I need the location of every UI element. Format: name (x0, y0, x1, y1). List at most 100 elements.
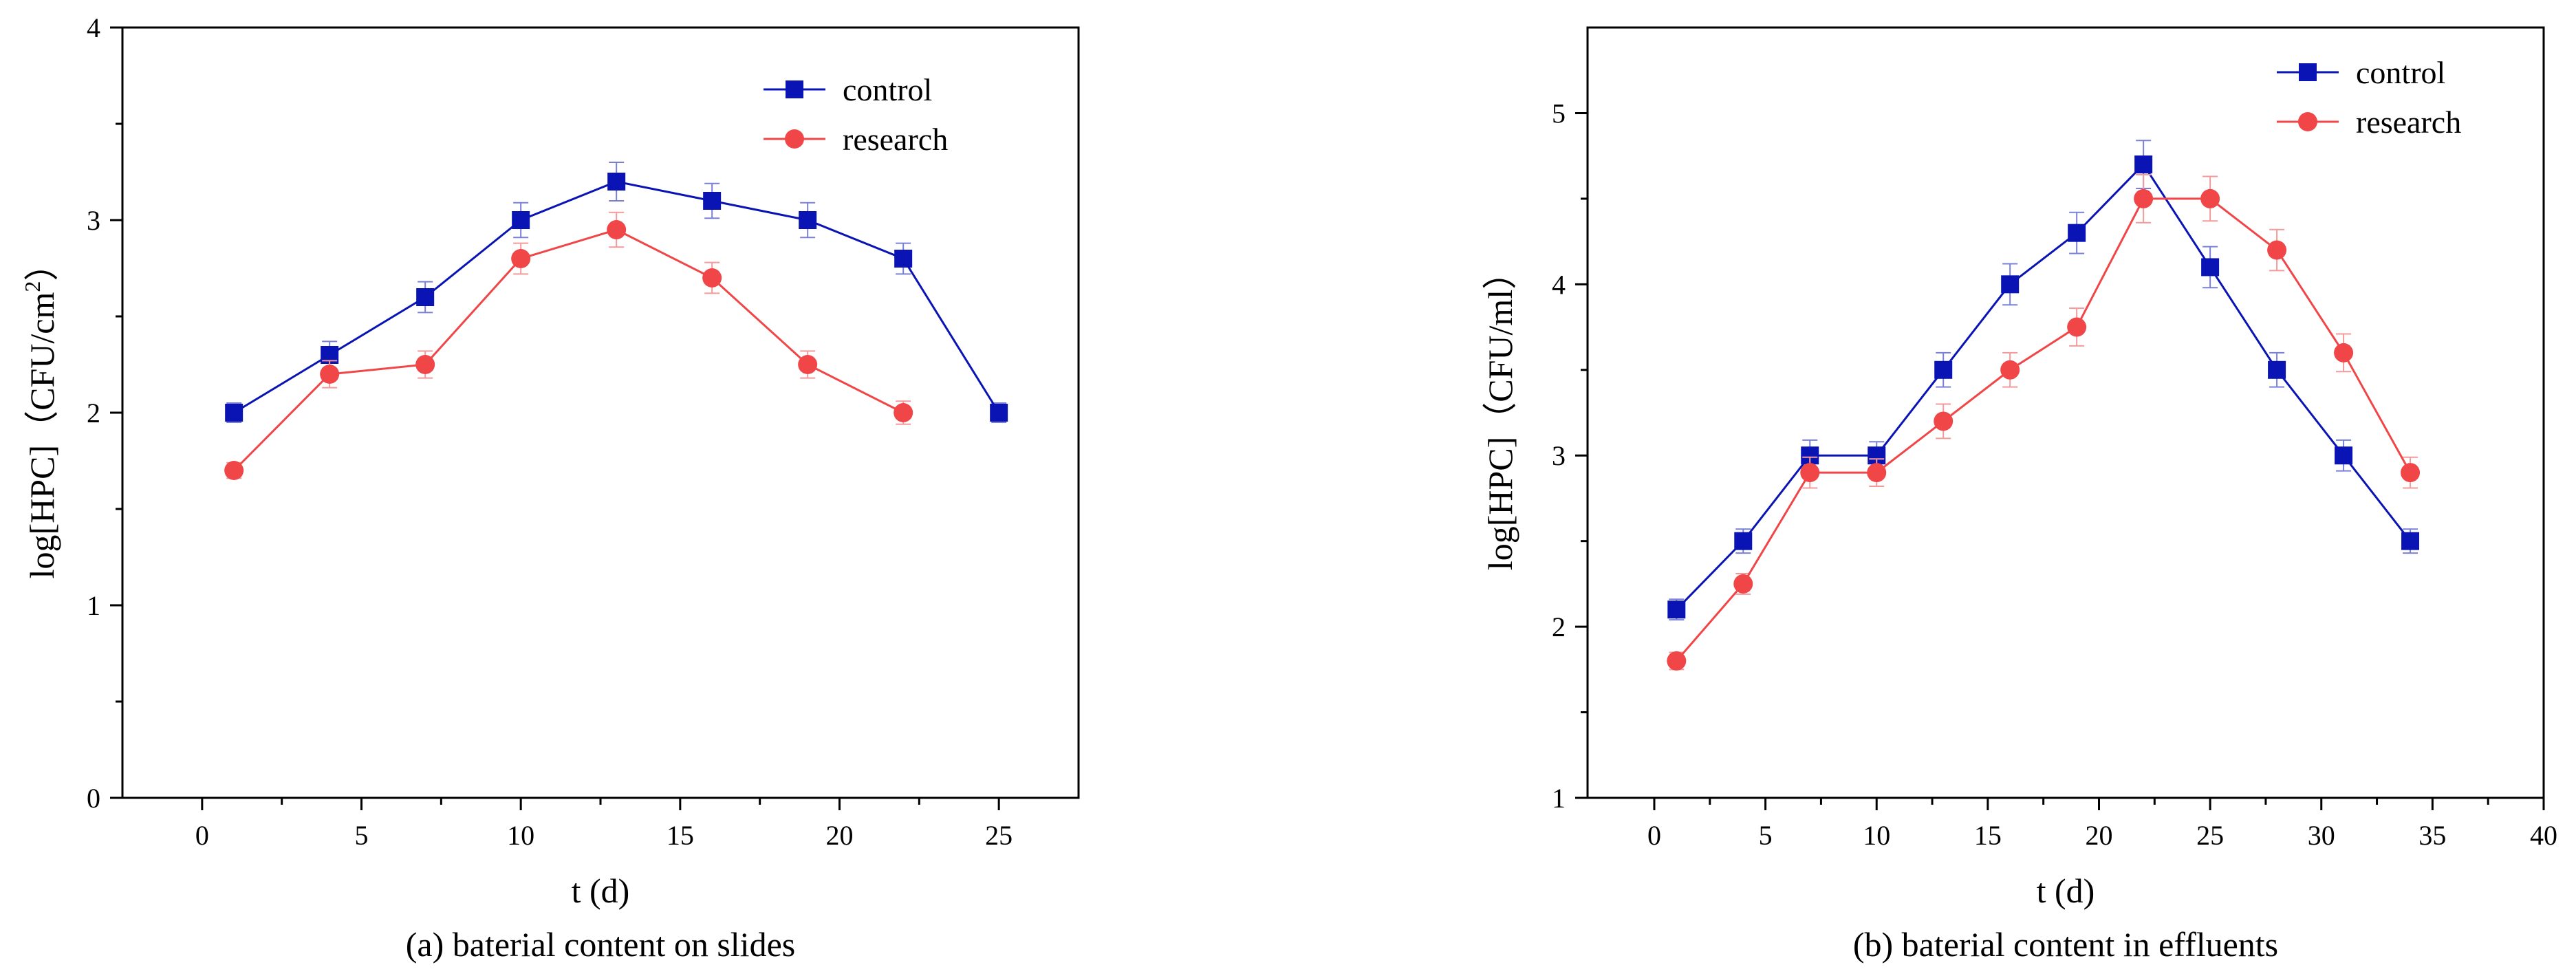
x-tick-label: 30 (2308, 820, 2335, 851)
data-point (225, 404, 243, 422)
plot-frame (1586, 26, 2545, 799)
series-line (233, 228, 904, 472)
legend-marker (2299, 63, 2317, 81)
data-point (2401, 532, 2420, 550)
y-tick-label: 0 (87, 783, 100, 814)
x-tick-label: 10 (1863, 820, 1890, 851)
data-point (607, 173, 626, 191)
x-tick-label: 20 (2085, 820, 2112, 851)
data-point (2134, 155, 2153, 174)
series-research (1667, 174, 2421, 671)
y-tick-label: 4 (1552, 269, 1566, 300)
legend: control research (2277, 55, 2461, 140)
legend-marker (785, 129, 804, 149)
y-tick-label: 3 (87, 205, 100, 236)
data-point (224, 461, 244, 480)
x-tick-label: 40 (2530, 820, 2557, 851)
data-point (799, 211, 817, 229)
x-tick-label: 15 (667, 820, 694, 851)
chart-panel-b: 0 5 10 15 20 25 30 35 40 1 2 3 4 5 control research lo… (1481, 26, 2557, 964)
data-point (512, 211, 530, 229)
x-tick-label: 20 (826, 820, 854, 851)
data-point (2000, 360, 2020, 380)
data-point (2068, 224, 2086, 242)
tick-labels: 0 5 10 15 20 25 30 35 40 1 2 3 4 5 (1552, 98, 2557, 851)
data-point (2001, 275, 2020, 294)
data-point (2134, 188, 2154, 208)
legend-label: control (843, 72, 932, 107)
series-layer (1667, 140, 2421, 671)
data-point (2335, 446, 2353, 465)
data-point (1733, 574, 1753, 594)
x-tick-label: 5 (1759, 820, 1773, 851)
series-line (1676, 162, 2412, 611)
data-point (1934, 360, 1953, 379)
x-tick-label: 15 (1974, 820, 2002, 851)
y-tick-label: 3 (1552, 440, 1566, 471)
data-point (2067, 317, 2087, 337)
data-point (894, 403, 913, 422)
data-point (703, 192, 722, 210)
series-control (1667, 140, 2420, 621)
panel-caption: (a) baterial content on slides (406, 925, 795, 964)
x-axis-label: t (d) (572, 871, 630, 910)
legend-item-research: research (764, 122, 948, 157)
y-tick-label: 1 (1552, 783, 1566, 814)
y-axis-label: log[HPC]（CFU/cm2） (20, 247, 61, 579)
data-point (2267, 240, 2287, 260)
data-point (894, 250, 913, 268)
data-point (1734, 532, 1753, 550)
legend-item-research: research (2277, 105, 2461, 140)
y-tick-label: 1 (87, 590, 100, 621)
data-point (2200, 188, 2220, 208)
x-tick-label: 35 (2418, 820, 2446, 851)
y-tick-label: 4 (87, 12, 100, 43)
legend-label: control (2356, 55, 2445, 90)
x-tick-label: 25 (2196, 820, 2224, 851)
legend-marker (2298, 112, 2317, 131)
series-research (224, 211, 913, 480)
tick-marks (110, 26, 1000, 810)
tick-marks (1575, 111, 2545, 810)
y-tick-label: 5 (1552, 98, 1566, 129)
legend-item-control: control (2277, 55, 2445, 90)
data-point (1934, 411, 1953, 431)
data-point (607, 220, 627, 239)
legend-label: research (843, 122, 948, 157)
panel-caption: (b) baterial content in effluents (1853, 925, 2278, 964)
data-point (2334, 343, 2354, 362)
data-point (1667, 600, 1686, 619)
data-point (416, 288, 435, 306)
x-tick-label: 5 (355, 820, 369, 851)
series-line (1676, 197, 2412, 662)
data-point (1867, 463, 1887, 483)
x-tick-label: 0 (195, 820, 209, 851)
data-point (798, 355, 818, 374)
data-point (320, 365, 340, 384)
legend: control research (764, 72, 948, 157)
series-layer (224, 162, 1008, 480)
y-axis-label: log[HPC]（CFU/ml） (1481, 255, 1519, 570)
x-tick-label: 0 (1647, 820, 1661, 851)
x-axis-label: t (d) (2037, 871, 2095, 910)
chart-panel-a: 0 5 10 15 20 25 0 1 2 3 4 control research log[HPC]… (20, 12, 1080, 964)
series-control (225, 162, 1008, 423)
y-tick-label: 2 (1552, 611, 1566, 642)
legend-item-control: control (764, 72, 932, 107)
data-point (1800, 463, 1820, 483)
legend-marker (786, 80, 803, 98)
y-tick-label: 2 (87, 398, 100, 429)
x-tick-label: 25 (985, 820, 1013, 851)
data-point (702, 268, 722, 288)
data-point (415, 355, 435, 374)
data-point (2268, 360, 2286, 379)
data-point (511, 249, 531, 268)
data-point (990, 404, 1008, 422)
legend-label: research (2356, 105, 2461, 140)
data-point (2401, 463, 2421, 483)
x-tick-label: 10 (507, 820, 534, 851)
data-point (2201, 258, 2220, 276)
tick-labels: 0 5 10 15 20 25 0 1 2 3 4 (87, 12, 1013, 851)
data-point (1667, 651, 1687, 671)
